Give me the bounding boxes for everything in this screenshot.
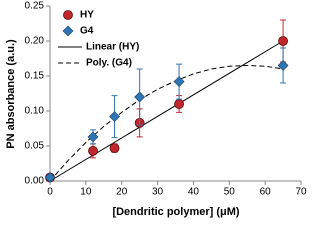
fit-line <box>49 64 284 182</box>
chart: [Dendritic polymer] (μM) PN absorbance (… <box>5 1 307 218</box>
fit-line <box>49 40 284 182</box>
x-tick-label: 60 <box>260 187 272 198</box>
y-tick-label: 0.00 <box>25 176 45 187</box>
x-tick-label: 10 <box>80 187 92 198</box>
y-axis-label: PN absorbance (a.u.) <box>5 39 17 149</box>
legend-label: Linear (HY) <box>86 42 139 53</box>
x-tick-label: 0 <box>47 187 53 198</box>
y-tick-label: 0.25 <box>25 1 45 12</box>
point <box>277 60 289 71</box>
x-tick-label: 30 <box>152 187 164 198</box>
point <box>109 111 120 123</box>
y-tick-label: 0.10 <box>25 106 45 117</box>
x-tick-label: 50 <box>224 187 236 198</box>
legend-label: HY <box>80 10 94 21</box>
point <box>44 172 56 183</box>
y-tick-label: 0.20 <box>25 36 45 47</box>
x-axis-label: [Dendritic polymer] (μM) <box>112 206 239 218</box>
point <box>174 99 184 109</box>
x-tick-label: 40 <box>188 187 200 198</box>
legend-marker <box>63 10 73 20</box>
point <box>88 145 98 156</box>
point <box>173 76 185 88</box>
y-tick-label: 0.05 <box>25 141 45 152</box>
point <box>278 36 288 46</box>
legend-label: Poly. (G4) <box>86 58 132 69</box>
legend-label: G4 <box>80 26 94 37</box>
point <box>134 91 146 103</box>
y-tick-label: 0.15 <box>25 71 45 82</box>
x-tick-label: 70 <box>295 187 307 198</box>
point <box>109 143 120 154</box>
legend-marker <box>62 25 74 37</box>
x-tick-label: 20 <box>116 187 128 198</box>
point <box>87 131 99 143</box>
